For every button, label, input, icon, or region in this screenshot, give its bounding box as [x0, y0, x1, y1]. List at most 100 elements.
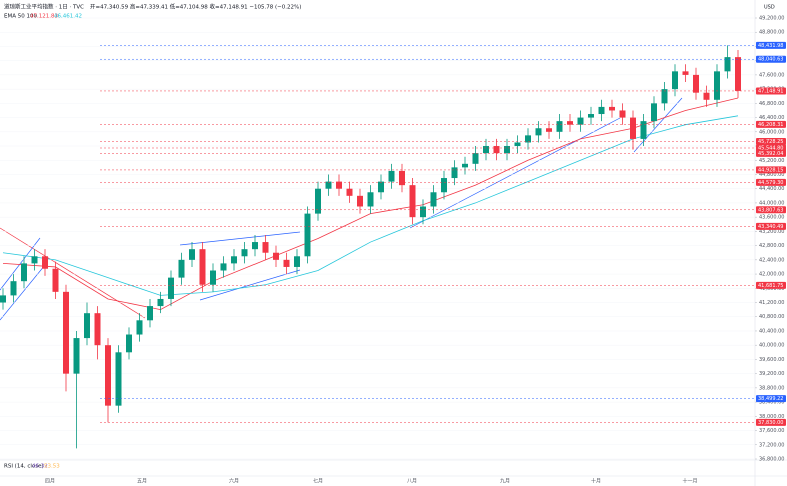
- ema-line: [2, 115, 739, 296]
- candle-body: [147, 306, 153, 321]
- candle-body: [115, 352, 122, 406]
- trendline: [199, 269, 301, 301]
- candle-body: [136, 320, 143, 335]
- y-tick-label: 45,200.00: [759, 158, 784, 164]
- y-tick-label: 42,000.00: [759, 272, 784, 278]
- ohlc-readout: 开=47,340.59 高=47,339.41 低=47,104.98 收=47…: [90, 3, 301, 11]
- candle-body: [577, 117, 584, 125]
- y-tick-label: 36,800.00: [759, 457, 784, 463]
- candle-body: [693, 74, 699, 93]
- trendline: [0, 227, 146, 319]
- candle-body: [493, 146, 500, 154]
- trendline: [633, 97, 683, 153]
- rsi-label: RSI (14, close): [4, 464, 44, 470]
- candle-body: [241, 249, 248, 257]
- candle-body: [451, 167, 458, 179]
- trendline: [179, 231, 301, 246]
- y-tick-label: 44,000.00: [759, 200, 784, 206]
- x-tick-label: 十月: [591, 478, 601, 485]
- y-tick-label: 38,000.00: [759, 414, 784, 420]
- x-tick-label: 九月: [500, 478, 510, 485]
- trendlines: [0, 97, 683, 321]
- y-tick-label: 46,000.00: [759, 129, 784, 135]
- price-label-box: [756, 418, 786, 426]
- candle-body: [105, 345, 111, 406]
- candle-body: [84, 313, 90, 339]
- candle-body: [651, 103, 657, 122]
- candle-body: [378, 181, 384, 193]
- y-tick-label: 42,400.00: [759, 257, 784, 263]
- y-tick-label: 41,200.00: [759, 300, 784, 306]
- candle-body: [598, 106, 605, 115]
- candle-body: [567, 121, 573, 125]
- price-label: 45,544.80: [758, 145, 783, 151]
- y-tick-label: 44,400.00: [759, 186, 784, 192]
- candle-body: [546, 128, 552, 132]
- y-tick-label: 49,200.00: [759, 16, 784, 22]
- candle-body: [52, 268, 59, 292]
- price-label: 47,148.91: [758, 88, 783, 94]
- candle-body: [483, 146, 489, 154]
- price-label-box: [756, 166, 786, 174]
- candle-body: [220, 263, 227, 271]
- candle-body: [630, 117, 636, 139]
- price-label-box: [756, 395, 786, 403]
- candle-body: [0, 295, 6, 303]
- candle-body: [126, 334, 132, 353]
- price-label: 45,728.25: [758, 139, 783, 145]
- candle-body: [535, 128, 542, 136]
- candle-body: [588, 114, 594, 118]
- x-tick-label: 四月: [45, 479, 55, 485]
- candle-body: [735, 57, 741, 91]
- price-label-box: [756, 41, 786, 49]
- candle-body: [619, 110, 626, 118]
- currency: USD: [764, 5, 775, 11]
- y-tick-label: 39,600.00: [759, 357, 784, 363]
- candle-body: [609, 106, 615, 111]
- candle-body: [682, 71, 689, 75]
- y-tick-label: 40,800.00: [759, 314, 784, 320]
- price-label: 48,040.63: [758, 57, 783, 63]
- price-label: 41,681.75: [758, 283, 783, 289]
- x-tick-label: 五月: [137, 479, 147, 485]
- indicator-value: 47,121.83: [30, 14, 58, 20]
- candle-body: [157, 298, 164, 307]
- candle-body: [399, 170, 405, 186]
- y-tick-label: 40,400.00: [759, 328, 784, 334]
- trendline: [0, 237, 41, 291]
- candle-body: [178, 259, 185, 278]
- y-tick-label: 42,800.00: [759, 243, 784, 249]
- y-tick-label: 46,800.00: [759, 101, 784, 107]
- y-tick-label: 37,200.00: [759, 442, 784, 448]
- x-tick-label: 七月: [313, 478, 323, 485]
- candle-body: [94, 313, 101, 346]
- price-label-box: [756, 55, 786, 63]
- candle-body: [661, 89, 668, 104]
- x-tick-label: 八月: [407, 479, 417, 485]
- price-label: 46,208.31: [758, 122, 783, 128]
- candle-body: [672, 71, 678, 90]
- candle-body: [703, 92, 710, 100]
- x-tick-label: 六月: [229, 478, 239, 485]
- candle-body: [315, 188, 321, 214]
- rsi-value: 46.32: [32, 464, 48, 470]
- price-label: 43,340.49: [758, 224, 783, 230]
- candle-body: [294, 256, 300, 267]
- candle-body: [346, 188, 353, 196]
- candle-body: [441, 178, 447, 193]
- candle-body: [556, 121, 563, 132]
- candle-body: [514, 142, 521, 147]
- price-label-box: [756, 149, 786, 157]
- candle-body: [231, 256, 237, 264]
- y-tick-label: 43,600.00: [759, 215, 784, 221]
- candle-body: [504, 146, 510, 154]
- candle-body: [283, 259, 290, 267]
- price-label: 44,928.15: [758, 167, 783, 173]
- y-tick-label: 39,200.00: [759, 371, 784, 377]
- price-label-box: [756, 206, 786, 214]
- candle-body: [714, 71, 720, 100]
- candle-body: [63, 291, 69, 374]
- price-label: 45,392.04: [758, 151, 783, 157]
